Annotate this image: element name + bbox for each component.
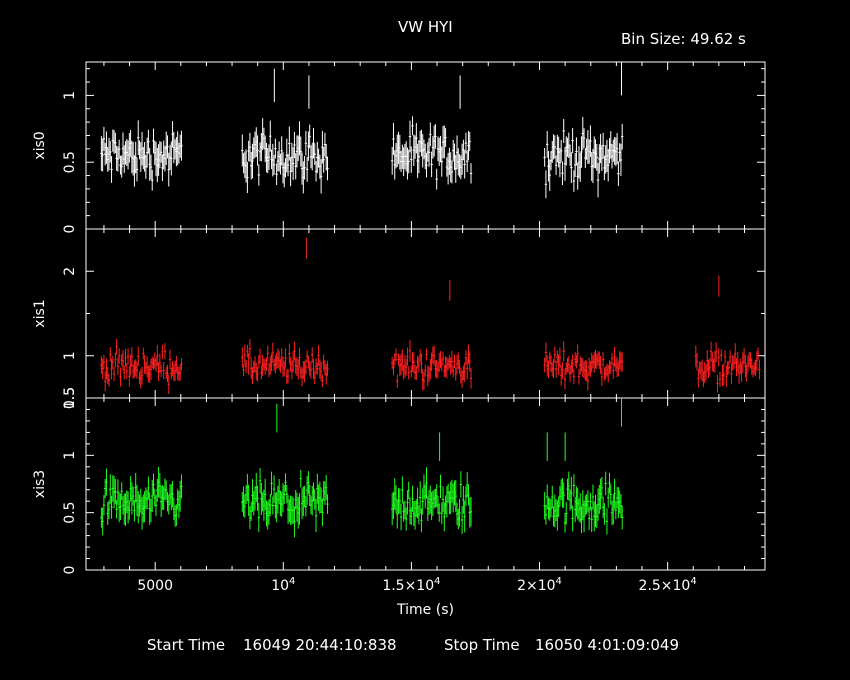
x-axis-label: Time (s) [396,602,454,618]
y-tick-label: 0.5 [62,387,78,409]
x-tick-label: 1.5×104 [382,576,440,594]
y-tick-label: 0.5 [62,502,78,524]
y-axis-label: xis1 [32,299,48,327]
y-tick-label: 1.5 [62,387,78,409]
y-tick-label: 1 [62,91,78,100]
x-tick-label: 5000 [137,578,173,594]
y-tick-label: 0 [62,566,78,575]
x-tick-label: 2.5×104 [639,576,697,594]
panel-frame [85,397,766,571]
x-tick-label: 104 [271,576,295,594]
x-tick-label: 2×104 [517,576,562,594]
y-tick-label: 2 [62,267,78,276]
bin-size-label: Bin Size: 49.62 s [621,30,746,48]
y-tick-label: 0 [62,225,78,234]
y-tick-label: 1 [62,451,78,460]
y-tick-label: 0.5 [62,151,78,173]
start-time-label: Start Time [147,636,226,654]
stop-time-value: 16050 4:01:09:049 [535,636,679,654]
stop-time-label: Stop Time [444,636,520,654]
y-axis-label: xis0 [32,131,48,159]
y-axis-label: xis3 [32,470,48,498]
chart-title: VW HYI [398,18,453,36]
y-tick-label: 1 [62,351,78,360]
start-time-value: 16049 20:44:10:838 [243,636,397,654]
